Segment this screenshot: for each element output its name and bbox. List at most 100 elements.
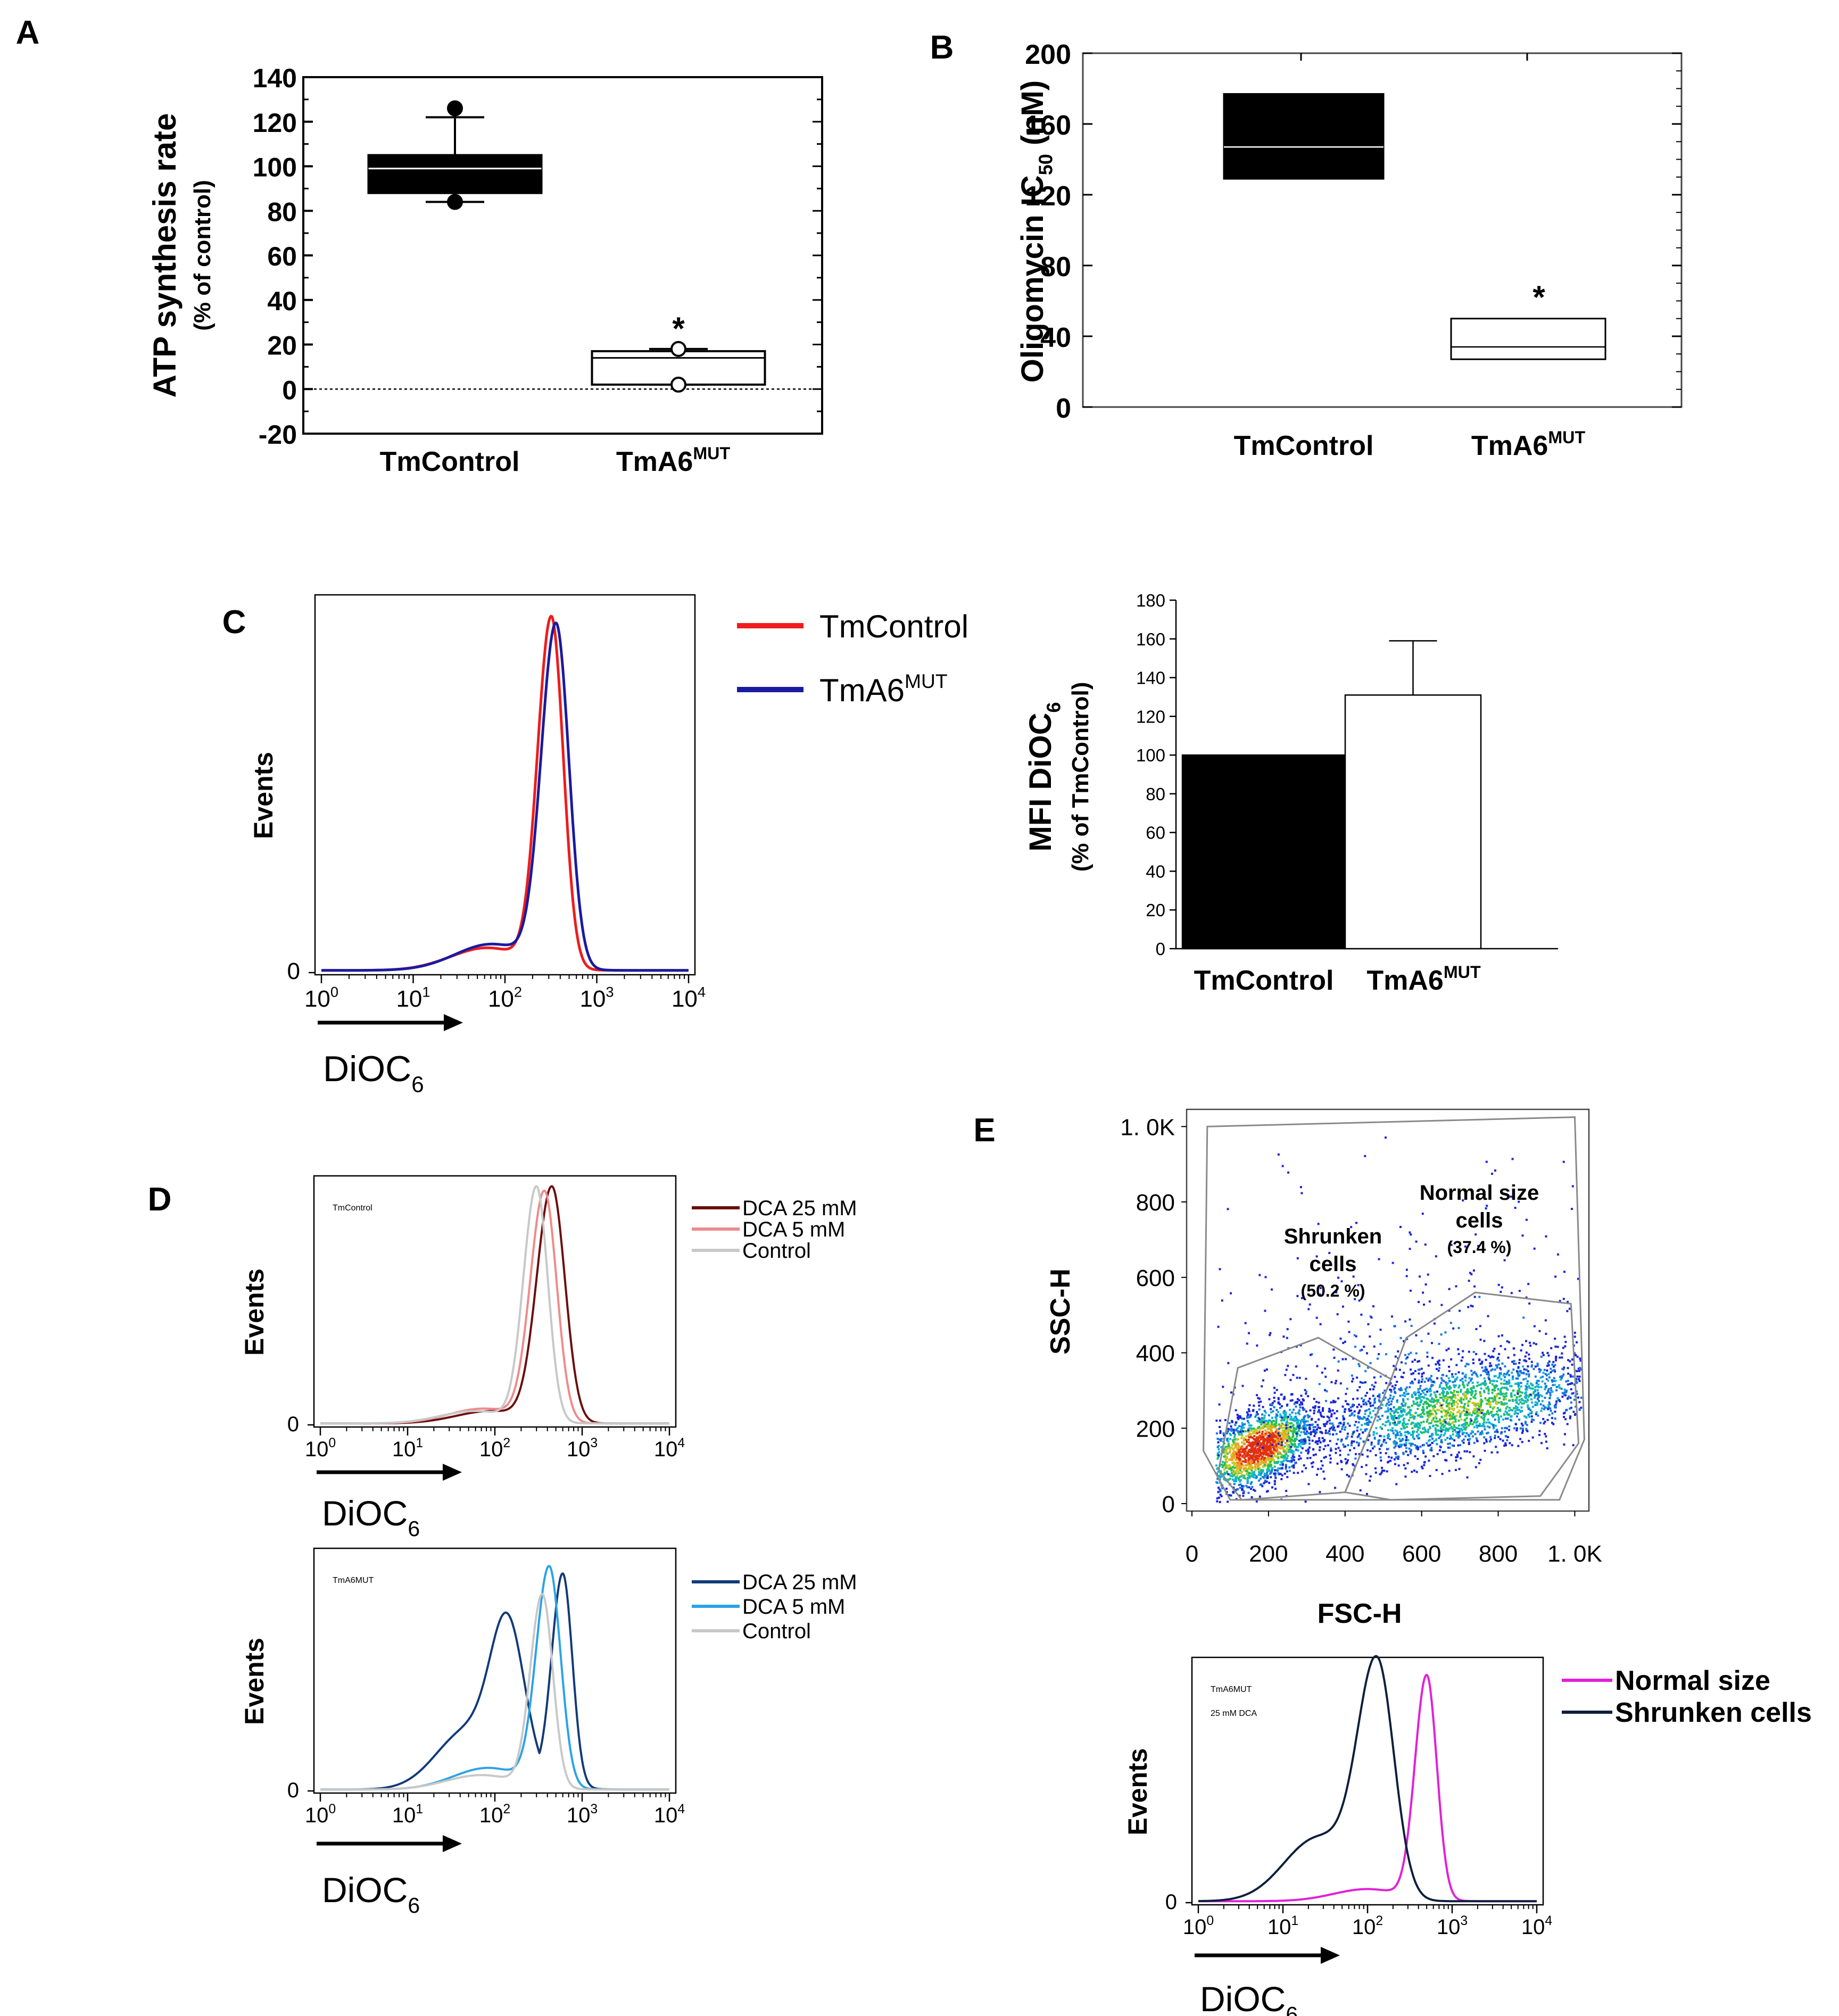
event-dot bbox=[1422, 1449, 1424, 1452]
event-dot bbox=[1313, 1412, 1315, 1415]
event-dot bbox=[1293, 1403, 1296, 1405]
event-dot bbox=[1278, 1440, 1281, 1443]
event-dot bbox=[1350, 1409, 1353, 1412]
event-dot bbox=[1467, 1405, 1470, 1407]
event-dot bbox=[1422, 1410, 1425, 1413]
event-dot bbox=[1279, 1451, 1281, 1454]
event-dot bbox=[1555, 1359, 1557, 1362]
event-dot bbox=[1273, 1423, 1275, 1425]
event-dot bbox=[1282, 1450, 1285, 1453]
event-dot bbox=[1274, 1488, 1277, 1490]
event-dot bbox=[1388, 1423, 1391, 1426]
event-dot bbox=[1530, 1398, 1532, 1400]
event-dot bbox=[1470, 1414, 1473, 1416]
event-dot bbox=[1237, 1418, 1240, 1421]
event-dot bbox=[1435, 1439, 1437, 1441]
event-dot bbox=[1215, 1432, 1218, 1435]
event-dot bbox=[1280, 1454, 1283, 1456]
event-dot bbox=[1287, 1455, 1289, 1457]
event-dot bbox=[1268, 1419, 1270, 1422]
event-dot bbox=[1240, 1425, 1243, 1428]
event-dot bbox=[1273, 1472, 1275, 1475]
event-dot bbox=[1227, 1440, 1230, 1443]
event-dot bbox=[1305, 1378, 1307, 1380]
box bbox=[367, 154, 543, 194]
event-dot bbox=[1482, 1421, 1485, 1424]
event-dot bbox=[1462, 1372, 1464, 1375]
event-dot bbox=[1509, 1442, 1511, 1445]
event-dot bbox=[1275, 1448, 1278, 1450]
event-dot bbox=[1365, 1464, 1368, 1466]
event-dot bbox=[1246, 1342, 1248, 1345]
event-dot bbox=[1554, 1275, 1557, 1278]
event-dot bbox=[1464, 1245, 1467, 1248]
event-dot bbox=[1224, 1461, 1227, 1464]
event-dot bbox=[1520, 1385, 1522, 1388]
event-dot bbox=[1479, 1395, 1482, 1397]
event-dot bbox=[1254, 1489, 1256, 1492]
event-dot bbox=[1307, 1452, 1310, 1455]
event-dot bbox=[1440, 1304, 1443, 1306]
event-dot bbox=[1263, 1451, 1266, 1454]
event-dot bbox=[1542, 1351, 1544, 1354]
event-dot bbox=[1385, 1441, 1387, 1444]
event-dot bbox=[1425, 1400, 1427, 1403]
event-dot bbox=[1562, 1160, 1565, 1163]
event-dot bbox=[1561, 1356, 1563, 1359]
event-dot bbox=[1578, 1375, 1581, 1378]
event-dot bbox=[1483, 1418, 1486, 1421]
event-dot bbox=[1399, 1443, 1402, 1446]
event-dot bbox=[1440, 1377, 1443, 1380]
event-dot bbox=[1452, 1396, 1454, 1398]
event-dot bbox=[1232, 1450, 1235, 1453]
event-dot bbox=[1433, 1322, 1436, 1325]
event-dot bbox=[1487, 1418, 1489, 1421]
event-dot bbox=[1481, 1411, 1484, 1413]
event-dot bbox=[1323, 1478, 1326, 1480]
event-dot bbox=[1285, 1416, 1288, 1418]
event-dot bbox=[1542, 1404, 1545, 1407]
event-dot bbox=[1485, 1421, 1488, 1424]
event-dot bbox=[1461, 1378, 1464, 1380]
event-dot bbox=[1314, 1453, 1317, 1456]
event-dot bbox=[1340, 1468, 1343, 1471]
event-dot bbox=[1452, 1400, 1454, 1403]
event-dot bbox=[1220, 1438, 1223, 1440]
event-dot bbox=[1515, 1377, 1518, 1380]
event-dot bbox=[1407, 1406, 1410, 1409]
y-tick-label: 80 bbox=[1146, 784, 1165, 804]
event-dot bbox=[1489, 1406, 1492, 1408]
y-tick-label: 0 bbox=[282, 375, 297, 405]
event-dot bbox=[1257, 1437, 1260, 1439]
event-dot bbox=[1346, 1432, 1349, 1435]
event-dot bbox=[1490, 1355, 1493, 1358]
event-dot bbox=[1247, 1461, 1249, 1464]
event-dot bbox=[1530, 1382, 1532, 1385]
event-dot bbox=[1376, 1419, 1379, 1422]
event-dot bbox=[1578, 1378, 1580, 1381]
event-dot bbox=[1480, 1362, 1483, 1365]
event-dot bbox=[1241, 1423, 1244, 1426]
event-dot bbox=[1415, 1352, 1418, 1355]
event-dot bbox=[1294, 1439, 1296, 1442]
event-dot bbox=[1263, 1422, 1266, 1425]
event-dot bbox=[1369, 1335, 1371, 1338]
event-dot bbox=[1247, 1439, 1250, 1441]
event-dot bbox=[1443, 1395, 1445, 1398]
event-dot bbox=[1492, 1397, 1494, 1400]
event-dot bbox=[1387, 1398, 1390, 1401]
event-dot bbox=[1262, 1406, 1264, 1408]
event-dot bbox=[1235, 1428, 1238, 1431]
event-dot bbox=[1485, 1438, 1487, 1441]
event-dot bbox=[1242, 1454, 1244, 1457]
event-dot bbox=[1260, 1472, 1263, 1474]
event-dot bbox=[1456, 1406, 1459, 1408]
event-dot bbox=[1238, 1459, 1241, 1462]
event-dot bbox=[1469, 1400, 1471, 1403]
event-dot bbox=[1242, 1449, 1244, 1452]
event-dot bbox=[1457, 1386, 1460, 1389]
event-dot bbox=[1221, 1466, 1224, 1469]
event-dot bbox=[1390, 1390, 1393, 1393]
event-dot bbox=[1552, 1423, 1555, 1425]
event-dot bbox=[1483, 1391, 1486, 1393]
